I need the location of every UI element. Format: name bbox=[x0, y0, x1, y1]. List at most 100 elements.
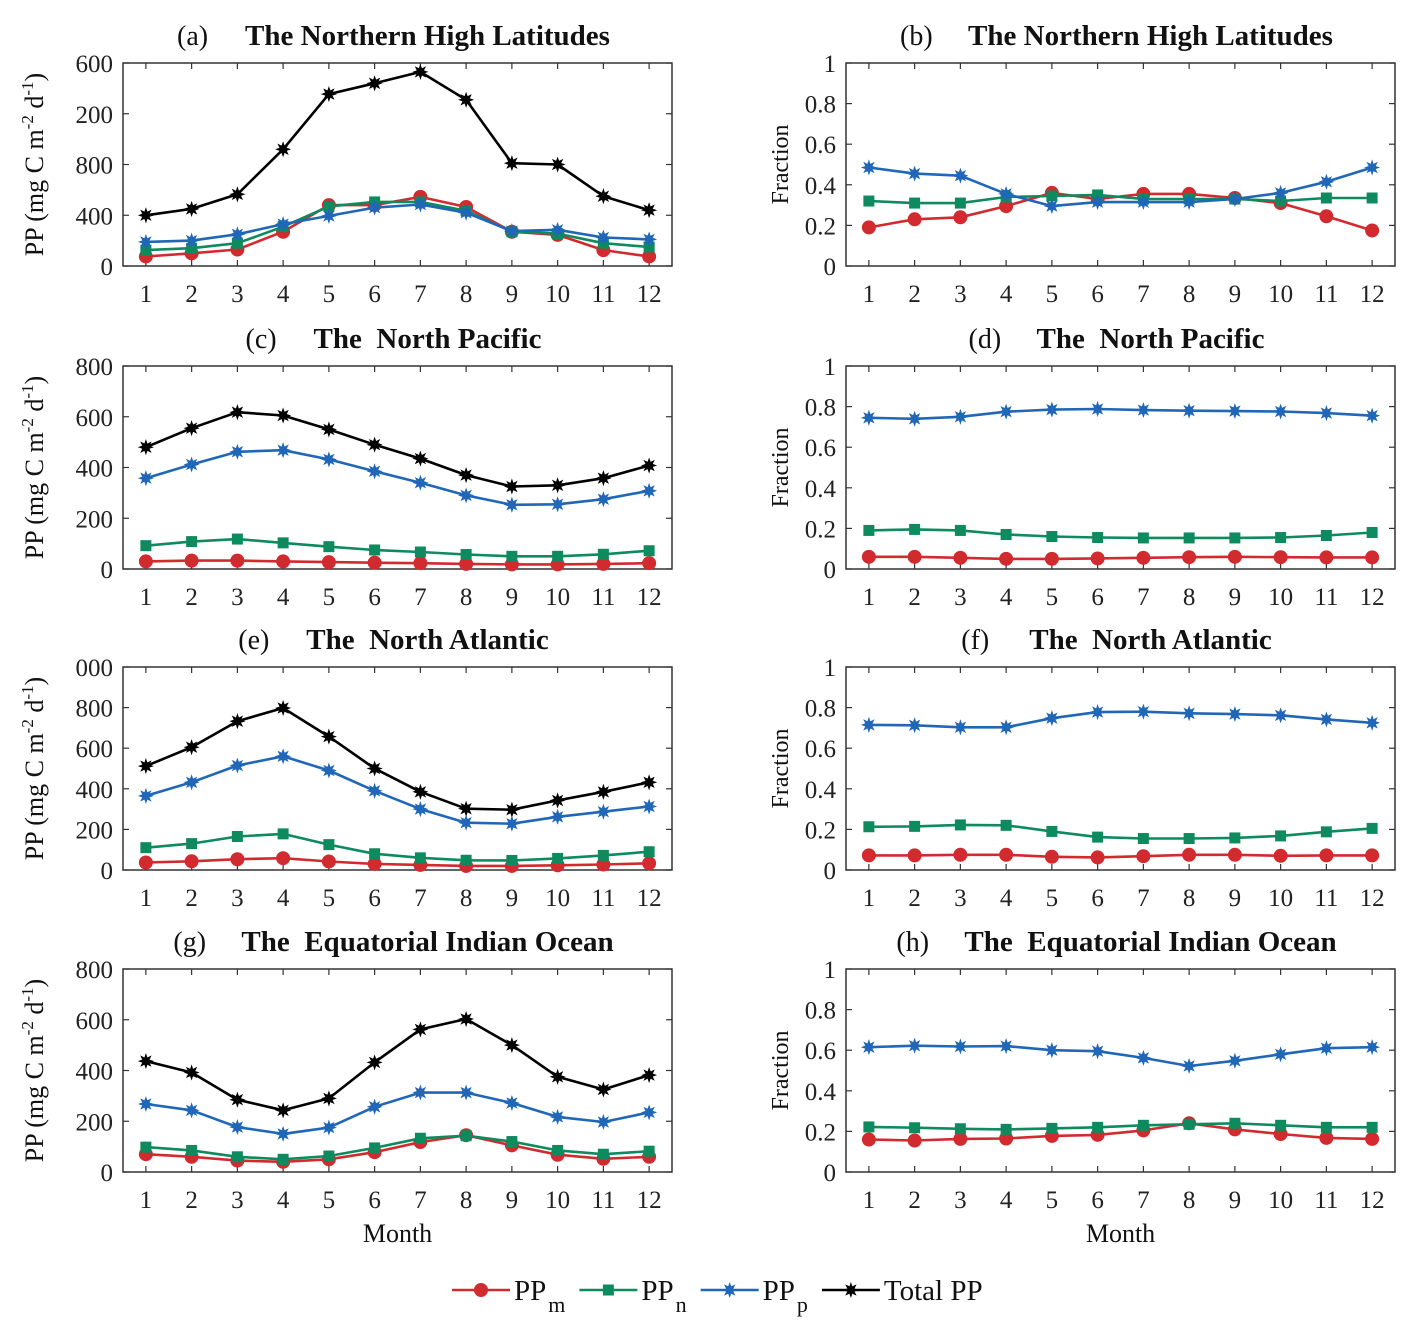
y-axis-label: PP (mg C m-2 d-1) bbox=[18, 376, 49, 559]
data-point-PPm bbox=[861, 549, 876, 564]
data-point-PPp bbox=[137, 470, 154, 487]
x-tick-label: 5 bbox=[323, 584, 336, 611]
data-point-Total bbox=[549, 477, 566, 494]
series-PPm bbox=[861, 549, 1380, 566]
data-point-Total bbox=[275, 1102, 292, 1119]
data-point-PPp bbox=[952, 408, 969, 425]
data-point-PPm bbox=[1319, 1130, 1334, 1145]
data-point-Total bbox=[137, 758, 154, 775]
data-point-PPn bbox=[1046, 1122, 1058, 1134]
data-point-PPp bbox=[998, 403, 1015, 420]
x-tick-label: 5 bbox=[323, 885, 336, 912]
data-point-PPn bbox=[369, 848, 381, 860]
data-point-PPn bbox=[460, 549, 472, 561]
panel-title: The Equatorial Indian Ocean bbox=[964, 926, 1336, 958]
series-line-PPn bbox=[868, 823, 1373, 840]
data-point-PPp bbox=[906, 1037, 923, 1054]
data-point-Total bbox=[458, 467, 475, 484]
legend-marker bbox=[474, 1283, 488, 1297]
data-point-PPn bbox=[1000, 528, 1012, 540]
data-point-Total bbox=[412, 63, 429, 80]
data-point-PPm bbox=[953, 847, 968, 862]
data-point-PPp bbox=[1318, 711, 1335, 728]
x-tick-label: 9 bbox=[506, 1187, 519, 1214]
y-tick-label: 400 bbox=[76, 1059, 114, 1086]
data-point-PPp bbox=[1089, 1043, 1106, 1060]
series-line-PPm bbox=[868, 853, 1373, 859]
data-point-PPn bbox=[1229, 1117, 1241, 1129]
data-point-PPn bbox=[506, 1136, 518, 1148]
x-tick-label: 12 bbox=[1360, 885, 1385, 912]
y-tick-label: 800 bbox=[76, 696, 114, 723]
y-axis-label: Fraction bbox=[768, 729, 794, 809]
data-point-PPm bbox=[1319, 550, 1334, 565]
data-point-PPm bbox=[1090, 850, 1105, 865]
x-tick-label: 7 bbox=[1137, 281, 1150, 308]
y-axis-label: Fraction bbox=[768, 1031, 794, 1111]
data-point-PPm bbox=[1273, 848, 1288, 863]
series-PPn bbox=[863, 1117, 1378, 1135]
x-tick-label: 3 bbox=[231, 1187, 244, 1214]
data-point-Total bbox=[320, 728, 337, 745]
x-tick-label: 9 bbox=[506, 885, 519, 912]
panel-label: (f) bbox=[961, 625, 989, 656]
x-tick-label: 6 bbox=[1091, 885, 1104, 912]
data-point-PPp bbox=[275, 216, 292, 233]
y-tick-label: 0.2 bbox=[805, 516, 836, 543]
data-point-PPp bbox=[366, 782, 383, 799]
data-point-PPp bbox=[549, 496, 566, 513]
data-point-PPp bbox=[1272, 707, 1289, 724]
data-point-PPn bbox=[1320, 192, 1332, 204]
x-tick-label: 5 bbox=[323, 1187, 336, 1214]
series-line-PPn bbox=[145, 200, 650, 252]
legend: PP m PP n PP p Total PP bbox=[452, 1275, 983, 1317]
x-tick-label: 10 bbox=[1268, 281, 1293, 308]
x-tick-label: 4 bbox=[277, 584, 290, 611]
y-tick-label: 0.6 bbox=[805, 132, 836, 159]
data-point-PPp bbox=[412, 196, 429, 213]
data-point-PPp bbox=[1272, 1046, 1289, 1063]
x-tick-label: 9 bbox=[1229, 584, 1242, 611]
data-point-PPm bbox=[1182, 847, 1197, 862]
data-point-PPp bbox=[458, 204, 475, 221]
data-point-PPn bbox=[1092, 532, 1104, 544]
data-point-Total bbox=[183, 739, 200, 756]
y-tick-label: 1 bbox=[824, 354, 837, 381]
data-point-PPn bbox=[643, 545, 655, 557]
x-tick-label: 10 bbox=[1268, 584, 1293, 611]
legend-label: Total PP bbox=[884, 1275, 983, 1307]
data-point-PPp bbox=[1272, 184, 1289, 201]
data-point-PPm bbox=[1365, 848, 1380, 863]
y-tick-label: 0.2 bbox=[805, 1119, 836, 1146]
data-point-PPn bbox=[231, 1151, 243, 1163]
series-PPn bbox=[863, 189, 1378, 209]
data-point-PPp bbox=[952, 719, 969, 736]
data-point-PPp bbox=[595, 803, 612, 820]
x-tick-label: 5 bbox=[1046, 584, 1059, 611]
data-point-PPp bbox=[549, 1108, 566, 1125]
data-point-PPp bbox=[275, 748, 292, 765]
data-point-PPp bbox=[998, 185, 1015, 202]
series-Total bbox=[137, 699, 658, 818]
panel-b: 00.20.40.60.811 2 3 4 5 6 7 8 9 10 11 12(b) The Nort… bbox=[768, 20, 1396, 308]
data-point-PPp bbox=[641, 482, 658, 499]
series-line-PPp bbox=[868, 166, 1373, 208]
data-point-PPm bbox=[861, 220, 876, 235]
x-tick-label: 11 bbox=[1314, 584, 1338, 611]
data-point-PPm bbox=[999, 551, 1014, 566]
data-point-PPn bbox=[552, 1144, 564, 1156]
data-point-PPp bbox=[1226, 403, 1243, 420]
data-point-PPn bbox=[597, 1148, 609, 1160]
y-tick-label: 600 bbox=[76, 1008, 114, 1035]
x-tick-label: 10 bbox=[545, 281, 570, 308]
data-point-PPm bbox=[367, 856, 382, 871]
data-point-PPp bbox=[229, 757, 246, 774]
data-point-PPn bbox=[552, 852, 564, 864]
y-tick-label: 0 bbox=[824, 557, 837, 584]
data-point-PPn bbox=[231, 237, 243, 249]
data-point-PPm bbox=[184, 553, 199, 568]
panel-title: The North Atlantic bbox=[306, 624, 549, 656]
y-tick-label: 0 bbox=[101, 254, 114, 281]
data-point-PPn bbox=[369, 1142, 381, 1154]
